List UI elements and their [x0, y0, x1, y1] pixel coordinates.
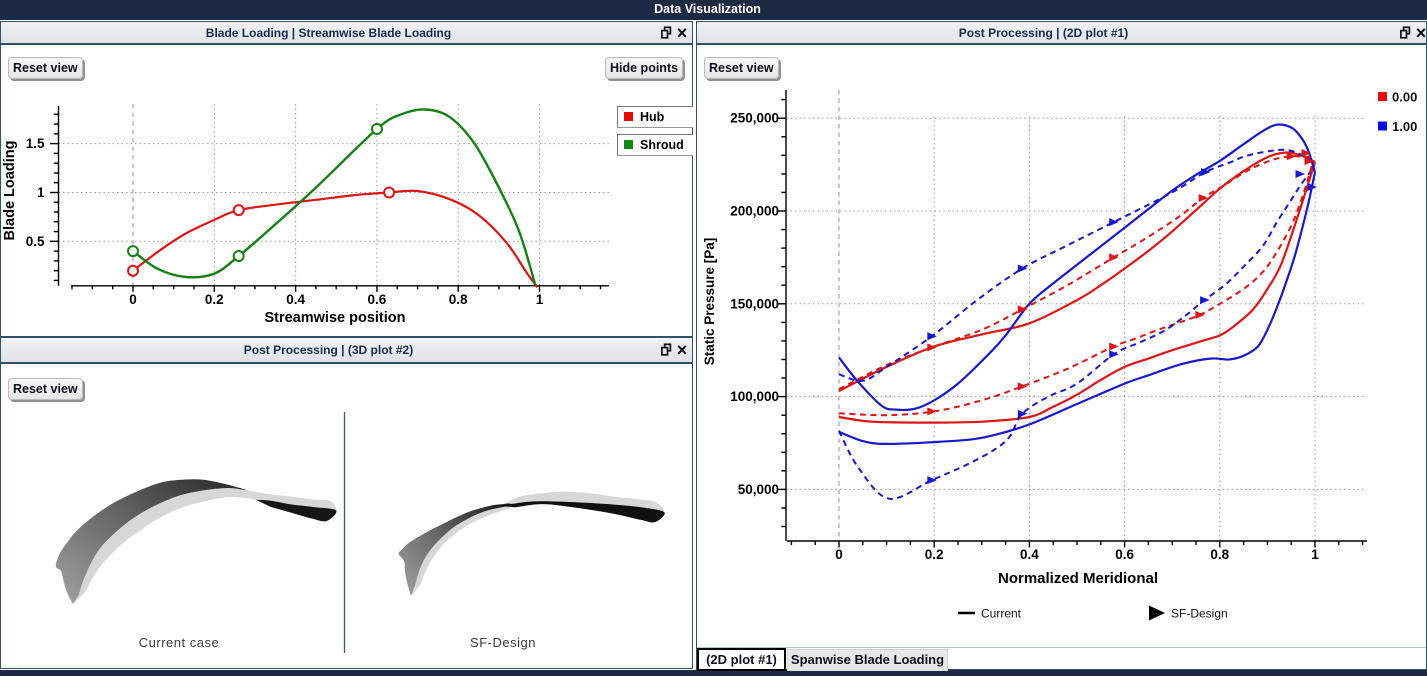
svg-text:0: 0: [835, 547, 843, 562]
svg-text:1: 1: [37, 185, 45, 200]
svg-text:Streamwise position: Streamwise position: [264, 310, 405, 326]
svg-text:150,000: 150,000: [730, 296, 779, 311]
svg-text:0.8: 0.8: [449, 292, 468, 307]
svg-text:0.4: 0.4: [1020, 547, 1039, 562]
svg-text:Blade Loading: Blade Loading: [2, 141, 18, 241]
svg-text:Static Pressure [Pa]: Static Pressure [Pa]: [702, 238, 717, 366]
svg-text:SF-Design: SF-Design: [470, 635, 536, 650]
svg-text:0.8: 0.8: [1210, 547, 1229, 562]
svg-text:1: 1: [1311, 547, 1319, 562]
svg-text:100,000: 100,000: [730, 389, 779, 404]
svg-text:1.5: 1.5: [26, 136, 45, 151]
svg-text:0: 0: [129, 292, 137, 307]
svg-text:0.6: 0.6: [1115, 547, 1134, 562]
svg-text:Current: Current: [981, 607, 1022, 621]
svg-text:Normalized Meridional: Normalized Meridional: [998, 570, 1158, 587]
svg-text:1: 1: [536, 292, 544, 307]
svg-text:200,000: 200,000: [730, 204, 779, 219]
svg-text:Current case: Current case: [139, 635, 219, 650]
svg-text:250,000: 250,000: [730, 111, 779, 126]
svg-text:0.00: 0.00: [1392, 90, 1417, 105]
svg-text:0.2: 0.2: [205, 292, 224, 307]
svg-text:0.2: 0.2: [925, 547, 944, 562]
svg-text:50,000: 50,000: [738, 482, 779, 497]
svg-text:0.5: 0.5: [26, 234, 45, 249]
svg-text:0.6: 0.6: [368, 292, 387, 307]
svg-text:SF-Design: SF-Design: [1171, 607, 1228, 621]
svg-text:1.00: 1.00: [1392, 119, 1417, 134]
svg-text:0.4: 0.4: [286, 292, 305, 307]
